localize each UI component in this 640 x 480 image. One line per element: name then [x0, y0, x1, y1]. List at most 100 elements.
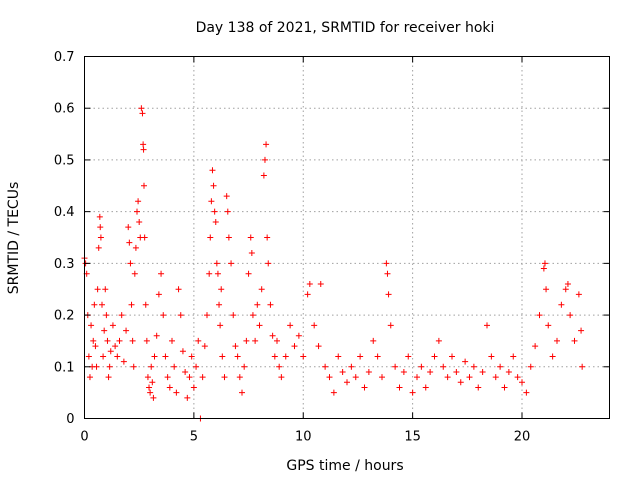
x-tick-label: 5: [190, 430, 198, 445]
data-point: [348, 363, 355, 370]
data-point: [88, 322, 95, 329]
data-point: [143, 337, 150, 344]
data-point: [208, 198, 215, 205]
data-point: [186, 374, 193, 381]
data-point: [199, 374, 206, 381]
data-point: [146, 384, 153, 391]
data-point: [357, 353, 364, 360]
data-point: [287, 322, 294, 329]
data-point: [90, 337, 97, 344]
data-point: [173, 389, 180, 396]
data-point: [247, 234, 254, 241]
data-point: [330, 389, 337, 396]
data-point: [104, 337, 111, 344]
data-point: [153, 332, 160, 339]
data-point: [236, 374, 243, 381]
data-point: [138, 105, 145, 112]
data-point: [206, 270, 213, 277]
data-point: [352, 374, 359, 381]
data-point: [112, 343, 119, 350]
data-point: [510, 353, 517, 360]
data-point: [106, 363, 113, 370]
data-point: [241, 363, 248, 370]
data-point: [107, 348, 114, 355]
data-point: [190, 384, 197, 391]
data-point: [282, 353, 289, 360]
data-point: [435, 337, 442, 344]
data-point: [141, 234, 148, 241]
data-point: [326, 374, 333, 381]
data-point: [564, 281, 571, 288]
data-point: [100, 353, 107, 360]
data-point: [278, 374, 285, 381]
points-layer: [81, 105, 586, 422]
data-point: [175, 286, 182, 293]
data-point: [484, 322, 490, 329]
data-point: [361, 384, 368, 391]
data-point: [396, 384, 403, 391]
y-tick-label: 0.3: [54, 257, 75, 272]
data-point: [414, 374, 420, 381]
data-point: [216, 301, 223, 308]
data-point: [462, 358, 469, 365]
data-point: [92, 343, 99, 350]
data-point: [114, 353, 121, 360]
y-tick-label: 0: [66, 412, 74, 427]
data-point: [322, 363, 329, 370]
data-point: [243, 337, 250, 344]
data-point: [365, 368, 372, 375]
data-point: [567, 312, 574, 319]
data-point: [213, 260, 220, 267]
data-point: [245, 270, 252, 277]
y-tick-label: 0.2: [54, 309, 75, 324]
data-point: [234, 353, 241, 360]
data-point: [562, 286, 569, 293]
x-tick-label: 0: [80, 430, 88, 445]
data-point: [505, 368, 512, 375]
data-point: [457, 379, 464, 386]
data-point: [405, 353, 412, 360]
data-point: [479, 368, 486, 375]
chart-title: Day 138 of 2021, SRMTID for receiver hok…: [196, 20, 495, 36]
y-tick-label: 0.7: [54, 50, 75, 65]
data-point: [344, 379, 350, 386]
data-point: [99, 301, 105, 308]
ticks-layer: 0 0.1 0.2 0.3 0.4 0.5 0.6 0.7 0 5 10 15 20: [54, 50, 610, 445]
data-point: [214, 270, 221, 277]
data-point: [102, 286, 109, 293]
data-point: [232, 343, 239, 350]
data-point: [488, 353, 495, 360]
data-point: [201, 343, 208, 350]
data-point: [418, 363, 425, 370]
data-point: [184, 394, 191, 401]
data-point: [150, 394, 157, 401]
data-point: [519, 379, 525, 386]
data-point: [195, 337, 202, 344]
data-point: [276, 363, 283, 370]
data-point: [317, 281, 324, 288]
data-point: [97, 224, 104, 231]
data-point: [132, 244, 139, 251]
data-point: [370, 337, 377, 344]
data-point: [475, 384, 482, 391]
data-point: [164, 374, 171, 381]
data-point: [148, 363, 155, 370]
data-point: [249, 312, 256, 319]
data-point: [578, 327, 585, 334]
data-point: [554, 337, 560, 344]
data-point: [141, 182, 147, 189]
data-point: [91, 301, 98, 308]
data-point: [264, 234, 271, 241]
data-point: [219, 353, 226, 360]
x-tick-label: 10: [295, 430, 312, 445]
data-point: [536, 312, 543, 319]
data-point: [269, 332, 276, 339]
data-point: [252, 337, 259, 344]
data-point: [86, 374, 93, 381]
data-point: [230, 312, 237, 319]
data-point: [182, 368, 189, 375]
data-point: [140, 146, 147, 153]
data-point: [291, 343, 298, 350]
data-point: [109, 322, 116, 329]
